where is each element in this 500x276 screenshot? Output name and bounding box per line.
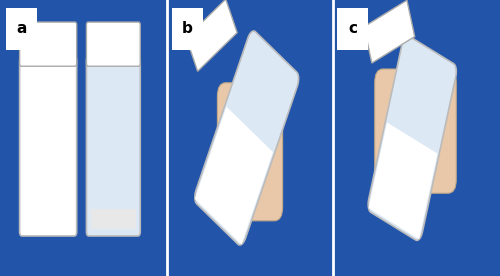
Text: a: a xyxy=(16,22,26,36)
Polygon shape xyxy=(186,0,237,71)
FancyBboxPatch shape xyxy=(86,22,140,66)
FancyBboxPatch shape xyxy=(172,8,203,50)
FancyBboxPatch shape xyxy=(338,8,368,50)
Polygon shape xyxy=(364,0,414,63)
FancyBboxPatch shape xyxy=(375,69,456,193)
Text: c: c xyxy=(348,22,357,36)
Bar xyxy=(24,72,72,229)
Polygon shape xyxy=(368,36,456,240)
FancyBboxPatch shape xyxy=(218,83,282,221)
Text: b: b xyxy=(182,22,192,36)
FancyBboxPatch shape xyxy=(20,57,76,236)
FancyBboxPatch shape xyxy=(6,8,36,50)
Bar xyxy=(90,209,136,229)
Polygon shape xyxy=(195,31,298,245)
Polygon shape xyxy=(195,107,273,245)
Polygon shape xyxy=(368,123,438,239)
FancyBboxPatch shape xyxy=(86,57,140,236)
FancyBboxPatch shape xyxy=(20,22,76,66)
